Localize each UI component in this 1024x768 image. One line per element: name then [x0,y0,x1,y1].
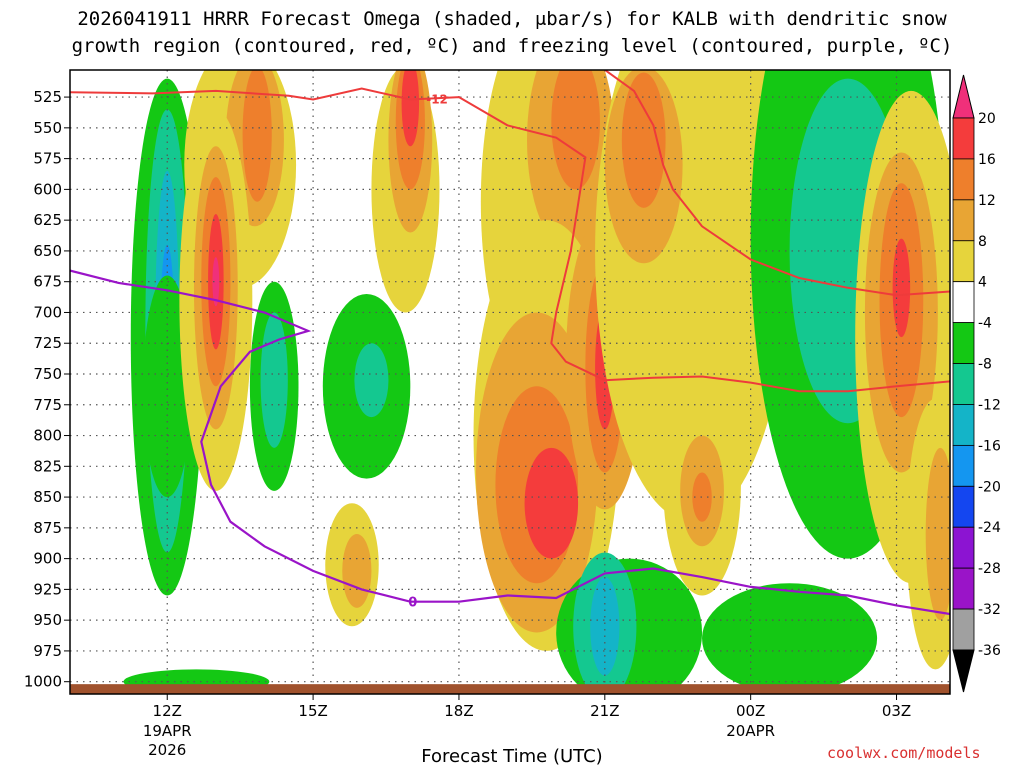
colorbar-bin-11 [952,526,975,569]
y-tick-label: 925 [33,580,62,598]
y-tick-label: 950 [33,611,62,629]
y-tick-label: 975 [33,642,62,660]
y-tick-label: 900 [33,550,62,568]
colorbar-label: 16 [978,152,996,168]
omega-cell-12 [212,257,220,307]
omega-cell-4 [142,275,192,498]
terrain-strip [70,684,950,694]
y-tick-label: 875 [33,519,62,537]
omega-cell-35 [621,72,666,208]
omega-cell-7 [242,70,272,202]
omega-cell-14 [260,312,288,448]
y-tick-label: 675 [33,273,62,291]
colorbar-top-arrow [952,74,975,119]
x-tick-date: 20APR [726,722,775,740]
omega-cell-49 [590,577,620,676]
y-tick-label: 700 [33,303,62,321]
colorbar-bin-9 [952,444,975,487]
colorbar-bin-7 [952,363,975,405]
x-tick-label: 18Z [444,702,473,720]
colorbar-bin-1 [952,117,975,160]
x-tick-label: 00Z [736,702,765,720]
omega-cell-22 [342,534,372,608]
colorbar-bin-4 [952,240,975,283]
omega-cell-29 [524,447,579,559]
colorbar-bin-10 [952,485,975,528]
colorbar-label: 20 [978,111,996,127]
y-tick-label: 750 [33,365,62,383]
colorbar-label: -36 [978,643,1001,659]
omega-cell-20 [401,70,420,147]
x-tick-label: 03Z [882,702,911,720]
chart-title-line2: growth region (contoured, red, ºC) and f… [71,35,953,57]
colorbar-label: -4 [978,316,992,332]
dendritic-contour-line-0 [70,87,950,393]
x-tick-label: 21Z [590,702,619,720]
colorbar-bin-2 [952,158,975,201]
colorbar-label: -28 [978,561,1001,577]
freezing-level-line [70,269,950,616]
x-axis-label: Forecast Time (UTC) [421,746,603,767]
omega-cell-50 [702,583,878,694]
x-tick-date: 19APR [143,722,192,740]
colorbar-label: -16 [978,438,1001,454]
y-tick-label: 650 [33,242,62,260]
y-tick-label: 625 [33,211,62,229]
colorbar-label: 4 [978,275,987,291]
colorbar-bin-12 [952,567,975,610]
omega-cell-46 [925,447,950,621]
omega-cell-16 [354,343,389,418]
colorbar-label: -24 [978,520,1001,536]
dendritic-contour-label: -12 [426,92,448,106]
omega-cell-44 [892,238,911,338]
omega-cell-38 [692,472,712,522]
y-tick-label: 1000 [24,673,62,691]
colorbar-bin-13 [952,608,975,651]
colorbar-label: -12 [978,397,1001,413]
colorbar-bin-5 [952,281,975,324]
x-tick-year: 2026 [148,741,186,759]
colorbar-label: -20 [978,479,1001,495]
y-tick-label: 575 [33,150,62,168]
colorbar-bin-3 [952,199,975,242]
y-tick-label: 725 [33,334,62,352]
site-credit: coolwx.com/models [827,744,981,762]
colorbar-bin-6 [952,322,975,364]
y-tick-label: 825 [33,457,62,475]
colorbar-bottom-arrow [952,649,975,693]
colorbar-label: -32 [978,602,1001,618]
dendritic-contour-line-1 [603,70,950,297]
colorbar-bin-8 [952,404,975,446]
y-tick-label: 550 [33,119,62,137]
omega-cell-25 [551,70,600,190]
colorbar-label: 8 [978,234,987,250]
freezing-level-label: 0 [408,596,417,611]
y-tick-label: 600 [33,180,62,198]
plot-frame [69,69,951,695]
y-tick-label: 850 [33,488,62,506]
y-tick-label: 800 [33,427,62,445]
y-tick-label: 775 [33,396,62,414]
x-tick-label: 15Z [298,702,327,720]
colorbar-label: 12 [978,193,996,209]
x-tick-label: 12Z [153,702,182,720]
colorbar-label: -8 [978,357,992,373]
chart-title-line1: 2026041911 HRRR Forecast Omega (shaded, … [77,8,947,30]
y-tick-label: 525 [33,88,62,106]
